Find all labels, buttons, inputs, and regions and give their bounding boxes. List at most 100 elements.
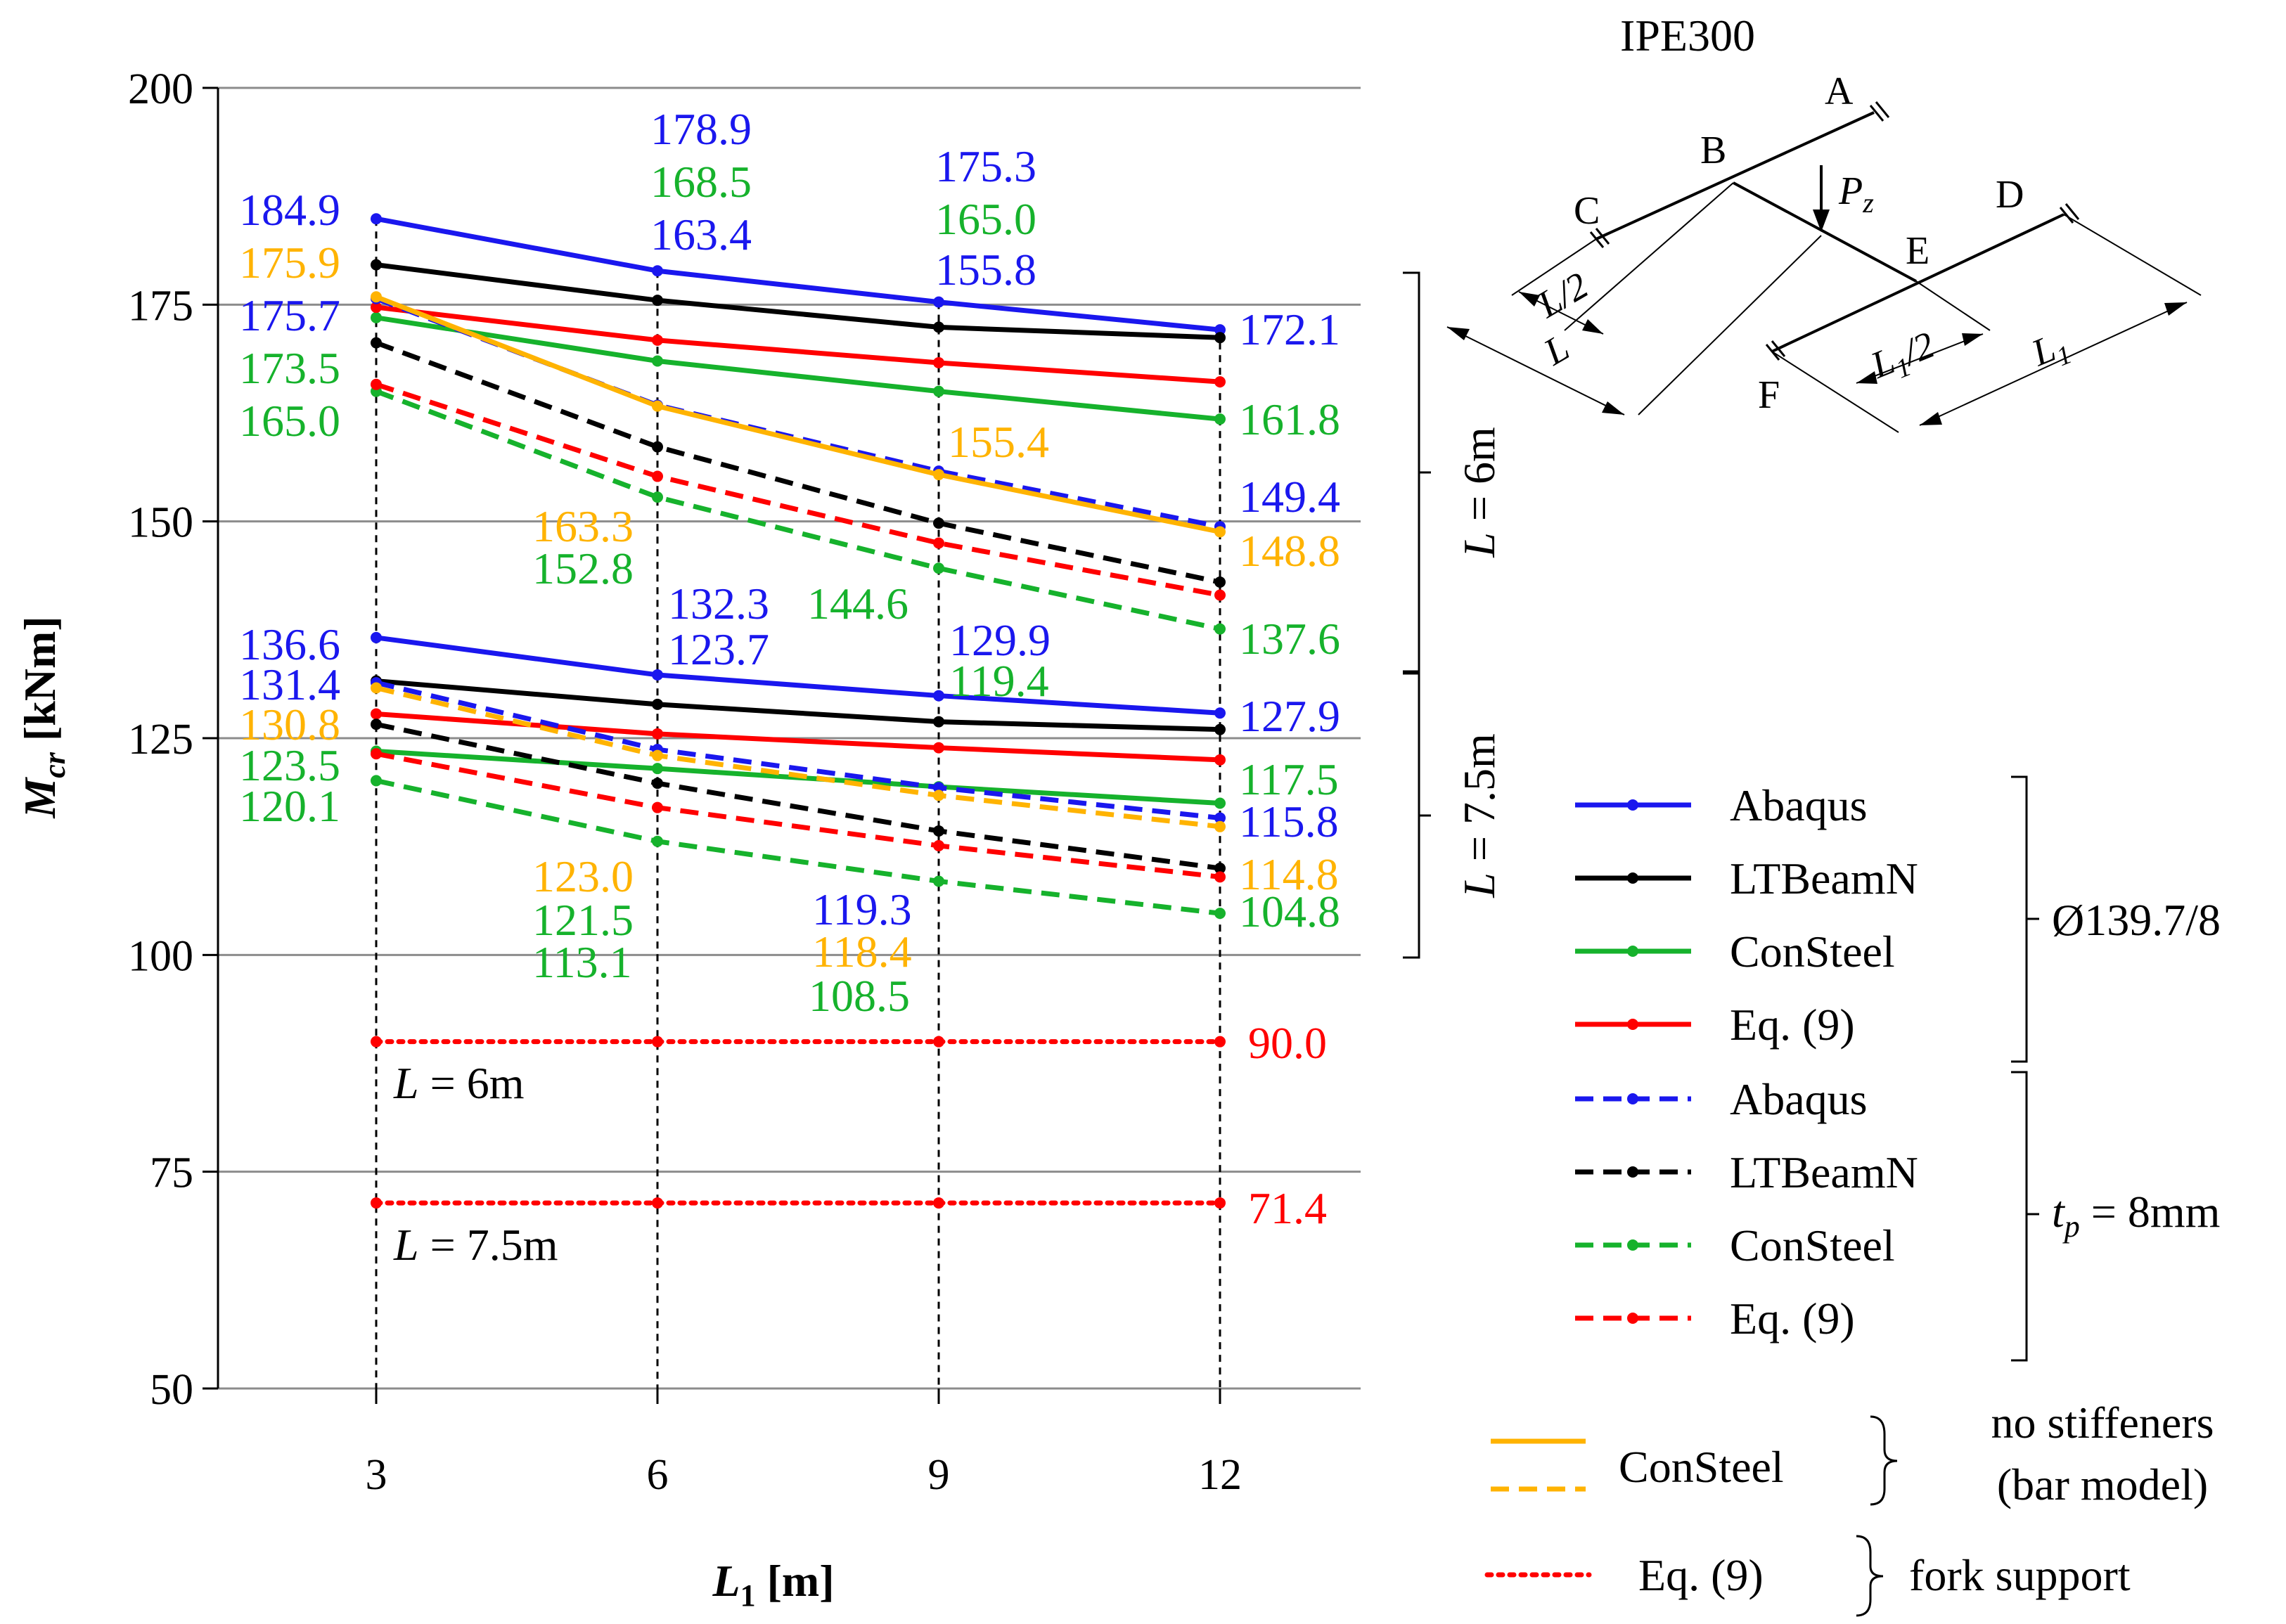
series-point-15-3 bbox=[1214, 908, 1226, 920]
data-label-13: 155.4 bbox=[948, 417, 1049, 467]
data-label-12: 161.8 bbox=[1239, 394, 1340, 444]
diagram-load-symbol: P bbox=[1838, 169, 1863, 213]
legend-label-plate-symbol: t bbox=[2052, 1187, 2066, 1237]
data-label-3: 173.5 bbox=[239, 343, 340, 393]
series-point-5-2 bbox=[933, 517, 944, 529]
legend-marker-solid-2 bbox=[1627, 946, 1638, 957]
legend-entry-fork-label: Eq. (9) bbox=[1638, 1550, 1764, 1600]
y-axis: 50 75 100 125 150 175 200 bbox=[128, 65, 219, 1414]
data-label-23: 123.5 bbox=[239, 740, 340, 790]
series-point-13-2 bbox=[933, 782, 944, 794]
group-bracket-l6-symbol: L bbox=[1454, 532, 1504, 558]
series-point-18-0 bbox=[371, 1036, 382, 1048]
data-label-35: 121.5 bbox=[532, 895, 634, 945]
data-label-27: 129.9 bbox=[949, 615, 1051, 665]
series-point-17-1 bbox=[652, 749, 663, 761]
x-axis-title-unit: [m] bbox=[767, 1556, 835, 1606]
series-point-5-1 bbox=[652, 441, 663, 453]
y-axis-title-unit: [kNm] bbox=[15, 616, 65, 741]
series-point-5-0 bbox=[371, 337, 382, 349]
x-axis-title-symbol: L bbox=[712, 1556, 740, 1606]
series-point-6-3 bbox=[1214, 623, 1226, 635]
series-point-3-1 bbox=[652, 334, 663, 346]
x-guide-lines bbox=[375, 219, 1221, 1388]
data-label-40: 90.0 bbox=[1248, 1018, 1327, 1068]
diagram-node-f: F bbox=[1758, 373, 1780, 417]
series-point-8-2 bbox=[933, 469, 944, 481]
annotation-fork-l75-value: = 7.5m bbox=[419, 1220, 558, 1270]
series-point-0-2 bbox=[933, 296, 944, 308]
diagram-beam-be bbox=[1733, 181, 1917, 283]
group-bracket-l6-value: = 6m bbox=[1454, 427, 1504, 532]
y-tick-label-75: 75 bbox=[150, 1149, 193, 1197]
series-line-8 bbox=[375, 294, 1221, 534]
x-tick-label-6: 6 bbox=[647, 1451, 669, 1499]
y-axis-title-subscript: cr bbox=[37, 752, 72, 778]
series-point-9-1 bbox=[652, 669, 663, 681]
series-point-3-3 bbox=[1214, 376, 1226, 388]
x-axis-title-subscript: 1 bbox=[740, 1578, 756, 1613]
diagram-load-arrowhead bbox=[1813, 210, 1830, 232]
data-label-5: 178.9 bbox=[650, 104, 752, 154]
series-point-1-3 bbox=[1214, 332, 1226, 344]
series-point-17-0 bbox=[371, 682, 382, 694]
series-point-0-3 bbox=[1214, 324, 1226, 336]
data-label-1: 175.9 bbox=[239, 238, 340, 288]
legend-marker-dashed-0 bbox=[1627, 1093, 1638, 1104]
series-point-2-0 bbox=[371, 311, 382, 323]
series-point-12-3 bbox=[1214, 754, 1226, 766]
series-line-15 bbox=[375, 778, 1221, 916]
series-point-0-0 bbox=[371, 213, 382, 225]
y-tick-label-50: 50 bbox=[150, 1366, 193, 1414]
series-line-7 bbox=[375, 382, 1221, 598]
data-label-10: 155.8 bbox=[935, 245, 1036, 295]
y-tick-label-200: 200 bbox=[128, 65, 193, 113]
group-bracket-l75-symbol: L bbox=[1454, 872, 1504, 898]
series-point-7-2 bbox=[933, 537, 944, 549]
data-label-24: 120.1 bbox=[239, 781, 340, 831]
series-point-3-0 bbox=[371, 302, 382, 314]
series-line-1 bbox=[375, 262, 1221, 340]
series-point-9-2 bbox=[933, 690, 944, 702]
series-point-19-2 bbox=[933, 1197, 944, 1209]
series-point-2-2 bbox=[933, 385, 944, 397]
diagram-dim-half-span: L/2 bbox=[1529, 264, 1595, 326]
annotation-fork-l6-value: = 6m bbox=[419, 1058, 525, 1108]
series-point-14-0 bbox=[371, 718, 382, 730]
diagram-node-e: E bbox=[1906, 229, 1929, 273]
data-label-41: 71.4 bbox=[1248, 1183, 1327, 1233]
annotation-fork-l6: L = 6m bbox=[393, 1058, 524, 1108]
data-label-22: 130.8 bbox=[239, 700, 340, 749]
legend-note-bar-model: (bar model) bbox=[1997, 1459, 2208, 1509]
group-bracket-l75: L = 7.5m bbox=[1403, 672, 1504, 959]
data-label-7: 163.4 bbox=[650, 210, 752, 259]
annotation-fork-l75: L = 7.5m bbox=[393, 1220, 558, 1270]
legend-label-plate-value: = 8mm bbox=[2080, 1187, 2221, 1237]
data-label-4: 165.0 bbox=[239, 396, 340, 446]
data-label-2: 175.7 bbox=[239, 290, 340, 340]
x-tick-label-3: 3 bbox=[366, 1451, 387, 1499]
data-label-38: 118.4 bbox=[812, 927, 912, 977]
series-point-18-2 bbox=[933, 1036, 944, 1048]
data-label-32: 114.8 bbox=[1239, 849, 1339, 899]
legend-label-dashed-0: Abaqus bbox=[1730, 1074, 1868, 1124]
series-line-5 bbox=[375, 340, 1221, 585]
legend-group-solid: Abaqus LTBeamN ConSteel Eq. (9) bbox=[1575, 780, 1918, 1050]
grid-lines bbox=[218, 86, 1361, 1390]
legend-label-solid-0: Abaqus bbox=[1730, 780, 1868, 830]
diagram-title: IPE300 bbox=[1620, 11, 1755, 60]
x-axis-title: L1 [m] bbox=[712, 1556, 834, 1613]
data-label-21: 131.4 bbox=[239, 659, 340, 709]
series-line-14 bbox=[375, 721, 1221, 871]
series-line-2 bbox=[375, 315, 1221, 422]
legend-label-dashed-1: LTBeamN bbox=[1730, 1147, 1918, 1197]
plot-series bbox=[371, 213, 1226, 1209]
legend-marker-dashed-2 bbox=[1627, 1239, 1638, 1251]
series-point-16-1 bbox=[652, 801, 663, 813]
series-point-12-2 bbox=[933, 742, 944, 754]
data-label-30: 117.5 bbox=[1239, 754, 1339, 804]
data-label-33: 104.8 bbox=[1239, 887, 1340, 936]
y-tick-label-150: 150 bbox=[128, 499, 193, 547]
legend-marker-dashed-3 bbox=[1627, 1313, 1638, 1324]
